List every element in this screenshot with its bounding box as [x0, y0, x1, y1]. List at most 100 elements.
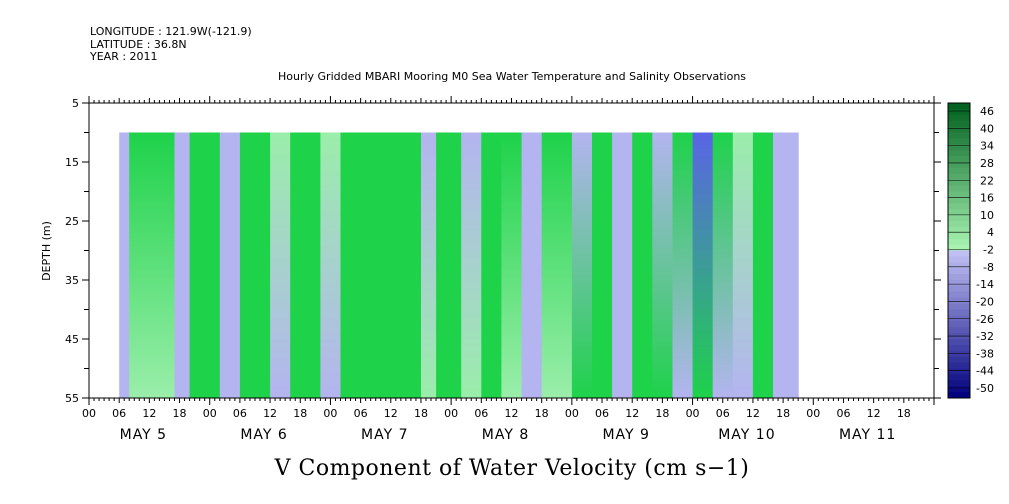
y-tick-label: 25 [65, 215, 79, 228]
x-tick-label: 00 [323, 407, 337, 420]
x-tick-label: 18 [173, 407, 187, 420]
colorbar-segment [948, 197, 970, 204]
heatmap-band [159, 132, 176, 398]
x-tick-label: 06 [474, 407, 488, 420]
colorbar-segment [948, 250, 970, 257]
colorbar-segment [948, 274, 970, 281]
heatmap-band [421, 132, 437, 398]
x-day-label: MAY 5 [120, 427, 167, 443]
heatmap-band [592, 132, 613, 398]
colorbar-segment [948, 203, 970, 210]
colorbar-label: 22 [980, 174, 994, 187]
x-day-label: MAY 9 [602, 427, 649, 443]
heatmap-band [400, 132, 422, 398]
colorbar-segment [948, 191, 970, 198]
x-day-label: MAY 10 [718, 427, 775, 443]
x-day-label: MAY 11 [839, 427, 896, 443]
colorbar-segment [948, 327, 970, 334]
colorbar-segment [948, 209, 970, 216]
heatmap-band [652, 132, 673, 398]
heatmap-band [189, 132, 221, 398]
x-day-label: MAY 8 [482, 427, 529, 443]
heatmap-band [461, 132, 482, 398]
x-tick-label: 06 [836, 407, 850, 420]
x-tick-label: 00 [444, 407, 458, 420]
heatmap-band [732, 132, 754, 398]
x-tick-label: 06 [112, 407, 126, 420]
heatmap-band [174, 132, 191, 398]
x-tick-label: 00 [203, 407, 217, 420]
heatmap-band [380, 132, 402, 398]
heatmap-data [119, 132, 799, 398]
colorbar-label: 46 [980, 105, 994, 118]
x-tick-label: 12 [505, 407, 519, 420]
colorbar: 46 40 34 28 22 16 10 4 -2 -8 -14 -20 -26 -32 -38 -44 -50 [947, 102, 994, 399]
colorbar-segment [948, 138, 970, 145]
colorbar-label: -14 [976, 278, 994, 291]
colorbar-segment [948, 386, 970, 393]
colorbar-label: -44 [976, 365, 994, 378]
colorbar-segment [948, 268, 970, 275]
heatmap-band [119, 132, 130, 398]
heatmap-band [270, 132, 291, 398]
y-tick-label: 55 [65, 392, 79, 405]
colorbar-label: -32 [976, 330, 994, 343]
heatmap-band [672, 132, 694, 398]
colorbar-segment [948, 256, 970, 263]
colorbar-segment [948, 103, 970, 110]
colorbar-segment [948, 285, 970, 293]
colorbar-label: -26 [976, 313, 994, 326]
colorbar-label: 28 [980, 157, 994, 170]
x-tick-label: 12 [384, 407, 398, 420]
colorbar-segment [948, 344, 970, 352]
colorbar-segment [948, 221, 970, 228]
colorbar-segment [948, 392, 970, 399]
heatmap-band [219, 132, 241, 398]
x-tick-label: 18 [535, 407, 549, 420]
heatmap-band [290, 132, 321, 398]
x-tick-label: 18 [897, 407, 911, 420]
colorbar-segment [948, 244, 970, 251]
x-tick-label: 18 [414, 407, 428, 420]
x-tick-label: 06 [354, 407, 368, 420]
longitude-label: LONGITUDE : 121.9W(-121.9) [90, 25, 252, 38]
colorbar-segment [948, 321, 970, 328]
colorbar-segment [948, 162, 970, 169]
latitude-label: LATITUDE : 36.8N [90, 38, 187, 51]
x-tick-label: 12 [625, 407, 639, 420]
colorbar-segment [948, 350, 970, 358]
colorbar-label: 40 [980, 122, 994, 135]
x-tick-label: 18 [293, 407, 307, 420]
colorbar-label: -8 [983, 261, 994, 274]
colorbar-segment [948, 132, 970, 139]
heatmap-band [612, 132, 633, 398]
x-tick-label: 18 [776, 407, 790, 420]
colorbar-segment [948, 380, 970, 387]
x-tick-label: 12 [142, 407, 156, 420]
colorbar-segment [948, 291, 970, 299]
colorbar-label: 16 [980, 192, 994, 205]
colorbar-segment [948, 374, 970, 381]
colorbar-segment [948, 108, 970, 116]
heatmap-band [571, 132, 593, 398]
colorbar-segment [948, 368, 970, 375]
colorbar-segment [948, 144, 970, 151]
colorbar-segment [948, 238, 970, 245]
colorbar-label: 4 [987, 226, 994, 239]
colorbar-segment [948, 262, 970, 269]
colorbar-segment [948, 232, 970, 240]
y-tick-label: 45 [65, 333, 79, 346]
x-tick-label: 12 [263, 407, 277, 420]
colorbar-segment [948, 185, 970, 192]
colorbar-segment [948, 226, 970, 234]
heatmap-band [481, 132, 502, 398]
x-tick-label: 06 [716, 407, 730, 420]
heatmap-band [692, 132, 714, 398]
x-tick-label: 00 [806, 407, 820, 420]
colorbar-label: -50 [976, 382, 994, 395]
y-tick-label: 35 [65, 274, 79, 287]
heatmap-band [340, 132, 382, 398]
x-tick-label: 06 [595, 407, 609, 420]
colorbar-segment [948, 362, 970, 369]
heatmap-band [632, 132, 653, 398]
